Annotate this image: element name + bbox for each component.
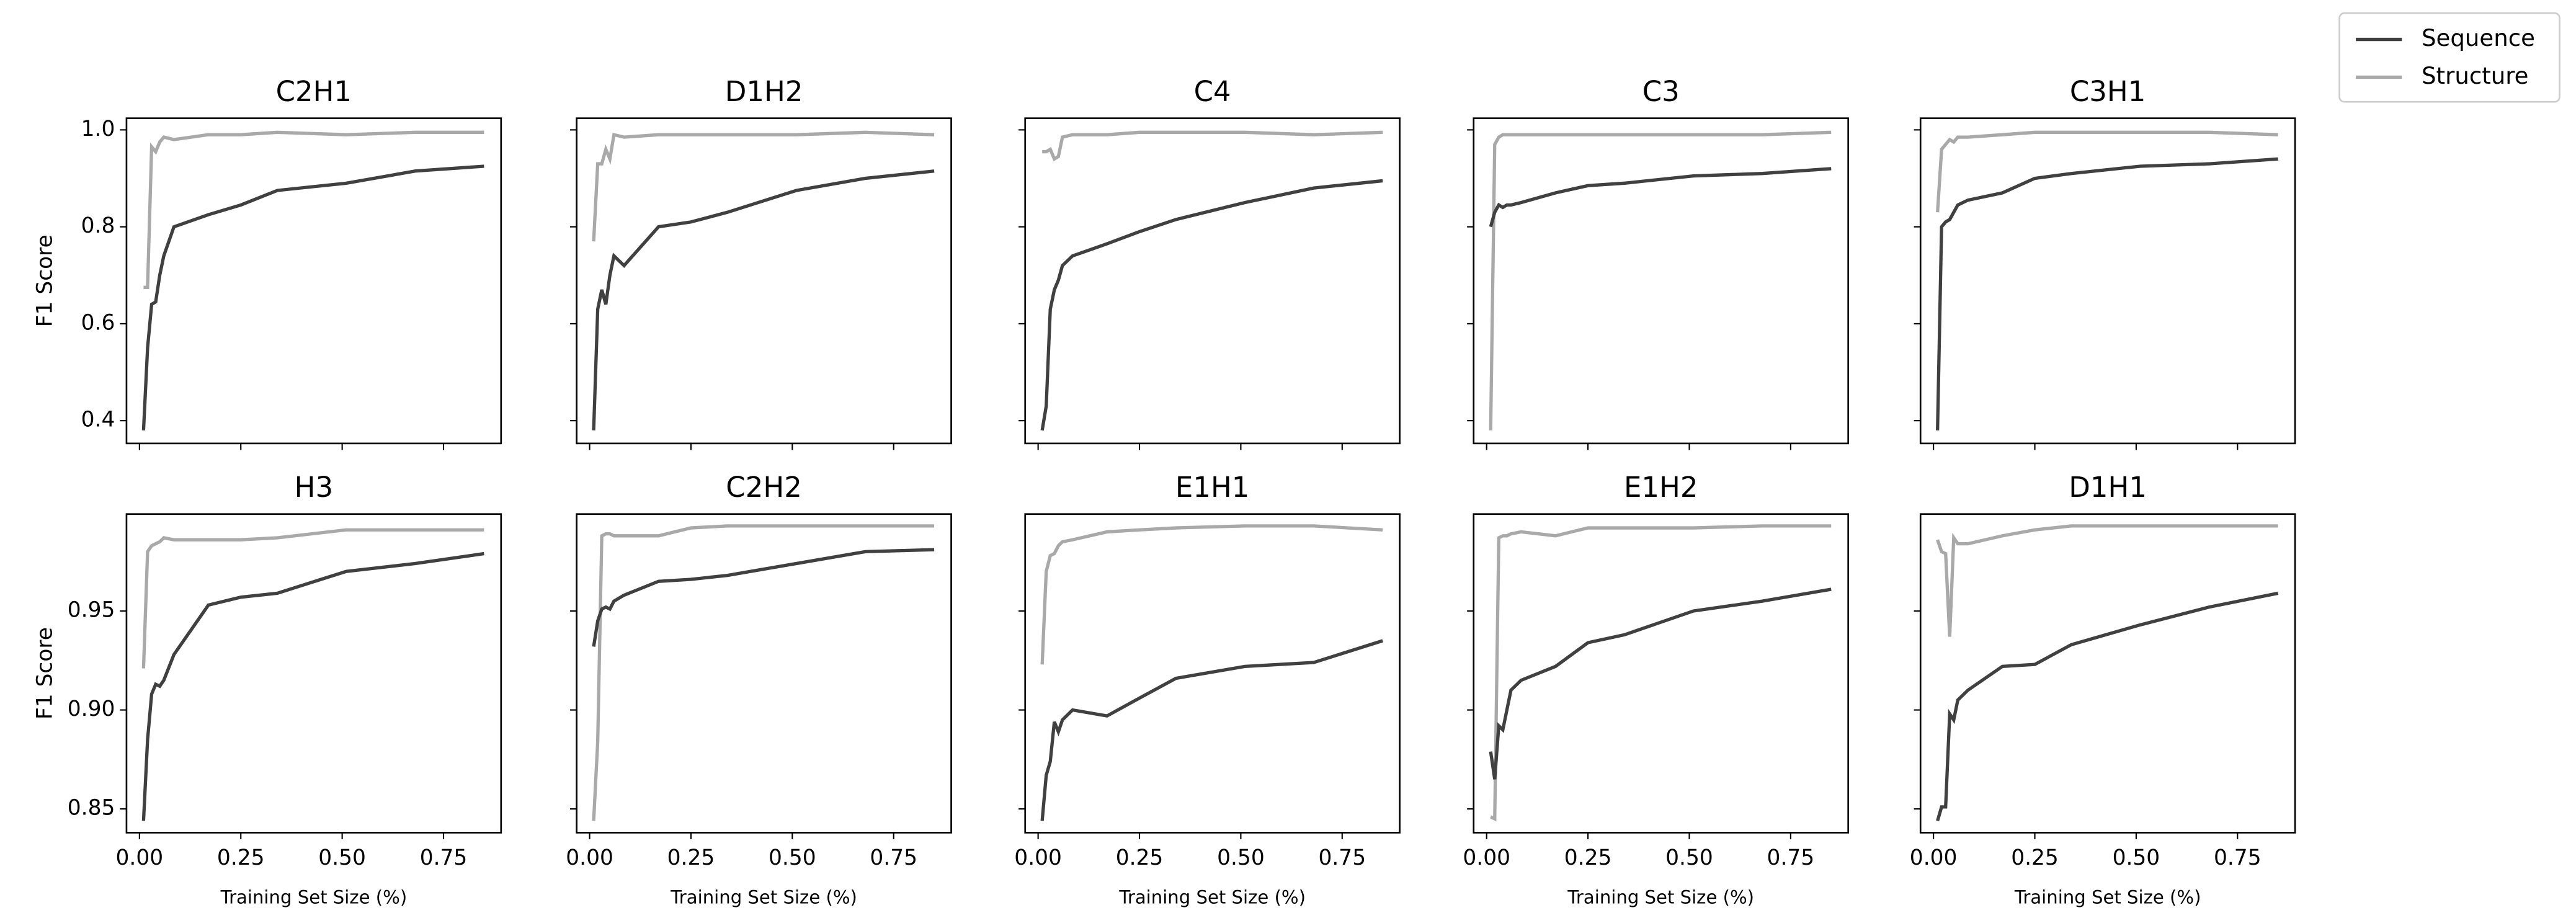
panel-title: C2H2 xyxy=(726,471,802,504)
axes-frame xyxy=(1473,513,1849,834)
panel-title: D1H1 xyxy=(2069,471,2147,504)
x-tick-label: 0.75 xyxy=(2214,845,2262,870)
axes-frame xyxy=(1024,513,1401,834)
series-line xyxy=(1936,130,2278,213)
y-tick-label: 0.85 xyxy=(68,796,115,821)
series-line xyxy=(141,528,484,669)
y-tick-label: 1.0 xyxy=(81,117,115,141)
x-tick-label: 0.50 xyxy=(1665,845,1713,870)
x-axis-label: Training Set Size (%) xyxy=(2014,886,2201,907)
series-line xyxy=(1042,130,1383,162)
series-line xyxy=(1936,157,2278,430)
panel-title: C4 xyxy=(1194,75,1231,108)
series-line xyxy=(141,164,484,430)
axes-frame xyxy=(576,117,952,445)
y-tick-label: 0.90 xyxy=(68,697,115,721)
series-line xyxy=(592,130,935,242)
x-tick-label: 0.00 xyxy=(1014,845,1062,870)
y-axis-label: F1 Score xyxy=(33,627,58,720)
series-line xyxy=(1489,130,1832,430)
x-axis-label: Training Set Size (%) xyxy=(1567,886,1754,907)
axes-frame xyxy=(125,117,502,445)
series-line xyxy=(1040,179,1383,431)
x-tick-label: 0.50 xyxy=(318,845,366,870)
x-tick-label: 0.50 xyxy=(2113,845,2160,870)
x-tick-label: 0.00 xyxy=(116,845,164,870)
series-line xyxy=(592,169,935,430)
panel-title: C3H1 xyxy=(2070,75,2146,108)
panel-title: H3 xyxy=(295,471,333,504)
axes-frame xyxy=(1919,513,2296,834)
x-tick-label: 0.50 xyxy=(769,845,816,870)
x-tick-label: 0.75 xyxy=(870,845,917,870)
y-tick-label: 0.6 xyxy=(81,310,115,335)
series-line xyxy=(1936,591,2279,821)
x-tick-label: 0.25 xyxy=(667,845,715,870)
series-line xyxy=(1489,587,1832,780)
series-line xyxy=(143,130,484,289)
x-tick-label: 0.50 xyxy=(1217,845,1265,870)
axes-frame xyxy=(1473,117,1849,445)
series-line xyxy=(1490,524,1832,822)
series-line xyxy=(592,524,935,821)
series-line xyxy=(141,551,484,821)
y-tick-label: 0.8 xyxy=(81,213,115,238)
panel-title: D1H2 xyxy=(725,75,803,108)
panel-title: C2H1 xyxy=(276,75,352,108)
legend-label: Structure xyxy=(2422,63,2528,89)
x-axis-label: Training Set Size (%) xyxy=(220,886,408,907)
axes-frame xyxy=(1919,117,2296,445)
series-line xyxy=(1040,524,1383,665)
panel-title: E1H1 xyxy=(1175,471,1250,504)
y-axis-label: F1 Score xyxy=(33,234,58,327)
series-line xyxy=(592,548,935,647)
x-tick-label: 0.25 xyxy=(1116,845,1164,870)
x-axis-label: Training Set Size (%) xyxy=(1118,886,1306,907)
panel-title: C3 xyxy=(1642,75,1680,108)
axes-frame xyxy=(125,513,502,834)
x-tick-label: 0.75 xyxy=(1318,845,1366,870)
x-tick-label: 0.75 xyxy=(420,845,468,870)
series-line xyxy=(1040,639,1383,821)
x-tick-label: 0.25 xyxy=(1564,845,1612,870)
x-axis-label: Training Set Size (%) xyxy=(670,886,857,907)
x-tick-label: 0.75 xyxy=(1767,845,1815,870)
axes-frame xyxy=(1024,117,1401,445)
series-line xyxy=(1489,167,1832,228)
x-tick-label: 0.25 xyxy=(217,845,265,870)
legend-label: Sequence xyxy=(2422,25,2535,51)
x-tick-label: 0.25 xyxy=(2011,845,2059,870)
legend-box xyxy=(2338,12,2560,103)
panel-title: E1H2 xyxy=(1624,471,1698,504)
axes-frame xyxy=(576,513,952,834)
series-line xyxy=(1936,524,2278,637)
x-tick-label: 0.00 xyxy=(566,845,613,870)
x-tick-label: 0.00 xyxy=(1910,845,1958,870)
x-tick-label: 0.00 xyxy=(1463,845,1510,870)
y-tick-label: 0.4 xyxy=(81,408,115,432)
y-tick-label: 0.95 xyxy=(68,598,115,623)
